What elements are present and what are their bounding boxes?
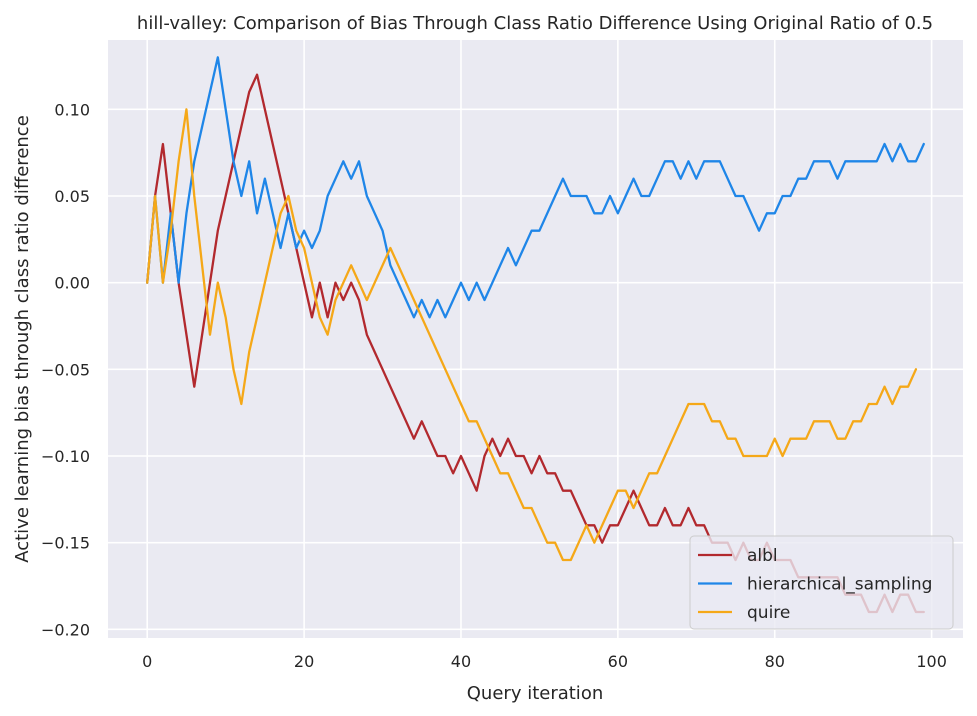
y-tick-label: −0.10 [41, 447, 90, 466]
legend-label: hierarchical_sampling [747, 575, 932, 595]
x-tick-label: 20 [294, 652, 314, 671]
tick-labels: 0 20 40 60 80 100 0.10 0.05 0.00 −0.05 −0.10 −0.15 −… [41, 100, 947, 671]
y-tick-label: −0.05 [41, 360, 90, 379]
legend-label: albl [747, 546, 778, 566]
x-tick-label: 60 [608, 652, 628, 671]
y-axis-label: Active learning bias through class ratio… [12, 115, 33, 563]
x-axis-label: Query iteration [467, 683, 603, 704]
y-tick-label: 0.05 [54, 187, 90, 206]
chart-title: hill-valley: Comparison of Bias Through … [137, 13, 933, 34]
grid [108, 40, 963, 638]
y-tick-label: 0.00 [54, 274, 90, 293]
x-tick-label: 80 [765, 652, 785, 671]
y-tick-label: −0.15 [41, 534, 90, 553]
x-tick-label: 0 [142, 652, 152, 671]
legend-label: quire [747, 603, 790, 623]
y-tick-label: −0.20 [41, 620, 90, 639]
y-tick-label: 0.10 [54, 100, 90, 119]
x-tick-label: 100 [916, 652, 947, 671]
series-line-quire [146, 108, 918, 562]
x-tick-label: 40 [451, 652, 471, 671]
legend-box [689, 535, 954, 630]
